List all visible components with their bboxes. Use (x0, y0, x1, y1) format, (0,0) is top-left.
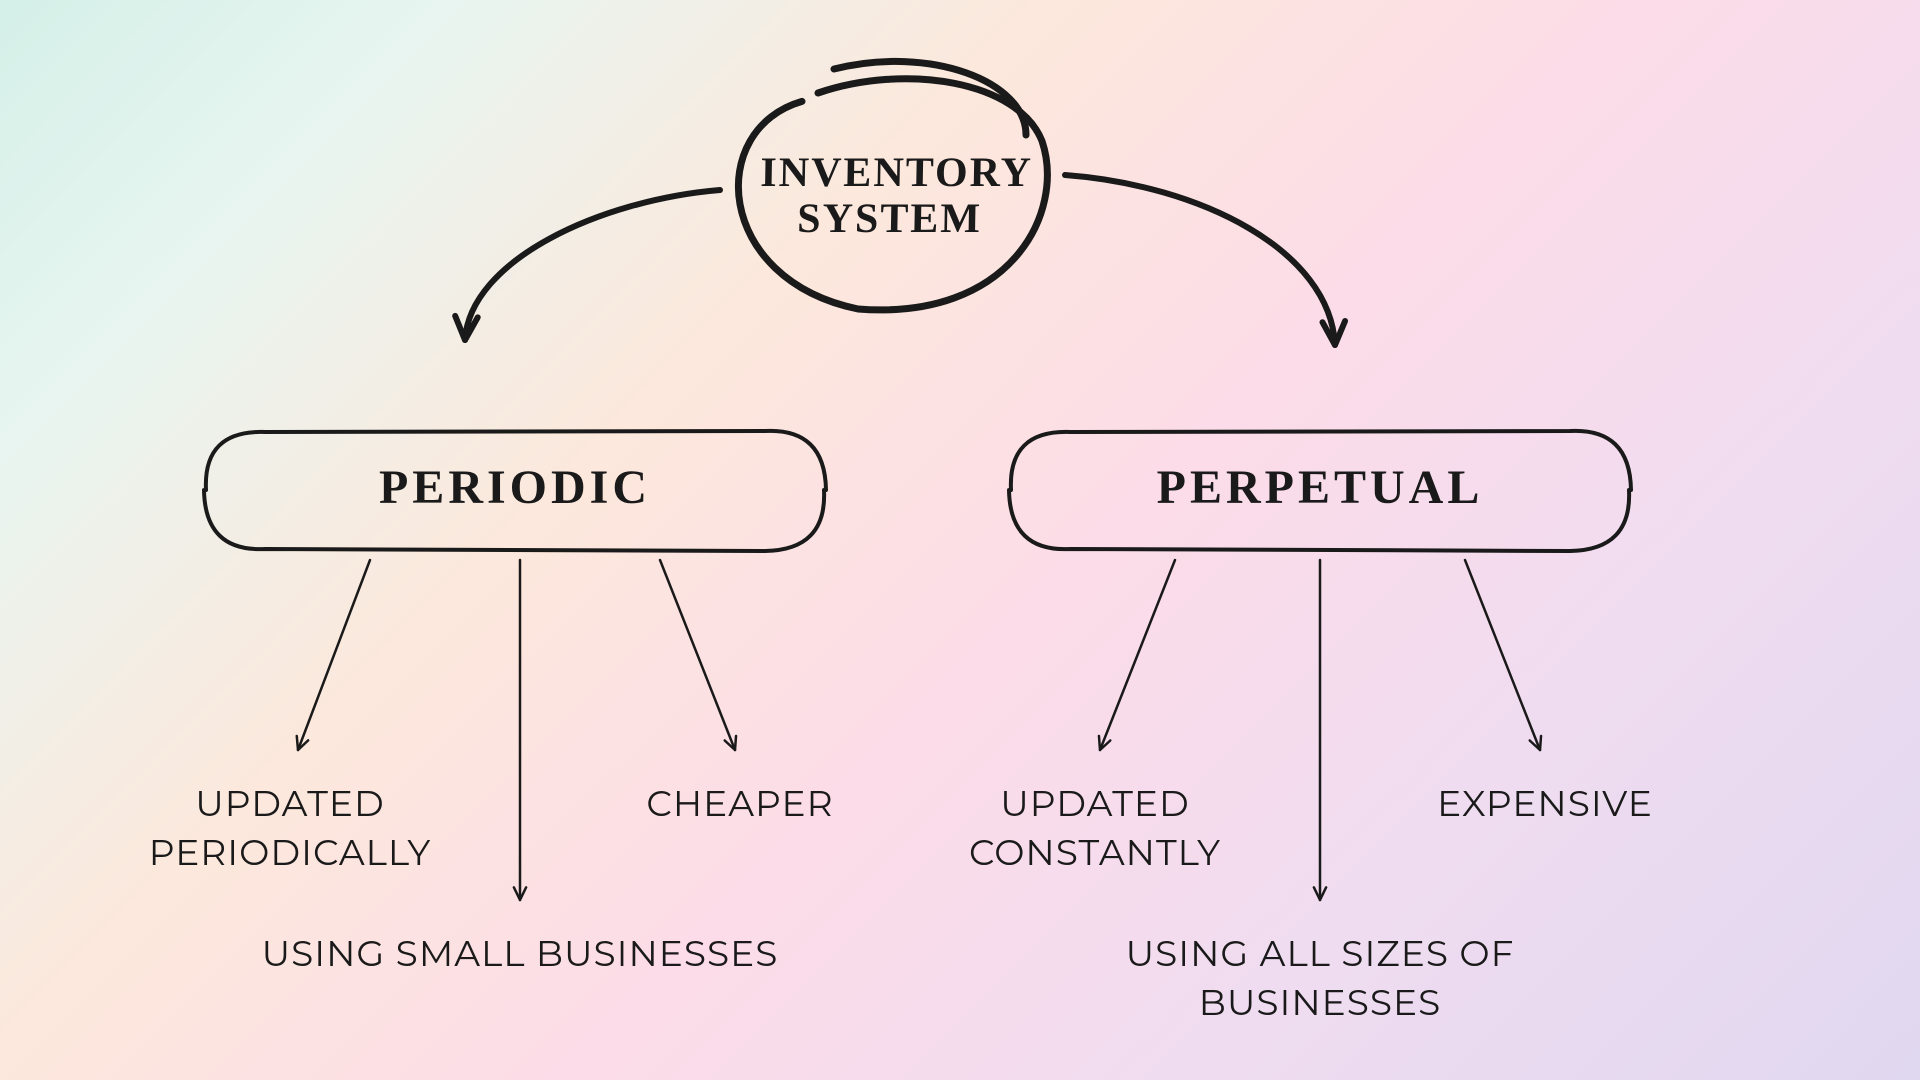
perpetual-child-1: USING ALL SIZES OF BUSINESSES (1070, 930, 1570, 1027)
periodic-child-2: CHEAPER (590, 780, 890, 829)
perpetual-child-0: UPDATED CONSTANTLY (905, 780, 1285, 877)
periodic-child-1: USING SMALL BUSINESSES (240, 930, 800, 979)
perpetual-label: PERPETUAL (1020, 460, 1620, 515)
periodic-child-0: UPDATED PERIODICALLY (100, 780, 480, 877)
periodic-label: PERIODIC (215, 460, 815, 515)
perpetual-child-2: EXPENSIVE (1395, 780, 1695, 829)
root-title: INVENTORY SYSTEM (759, 150, 1021, 242)
root-line1: INVENTORY (760, 150, 1021, 196)
root-line2: SYSTEM (759, 196, 1020, 242)
